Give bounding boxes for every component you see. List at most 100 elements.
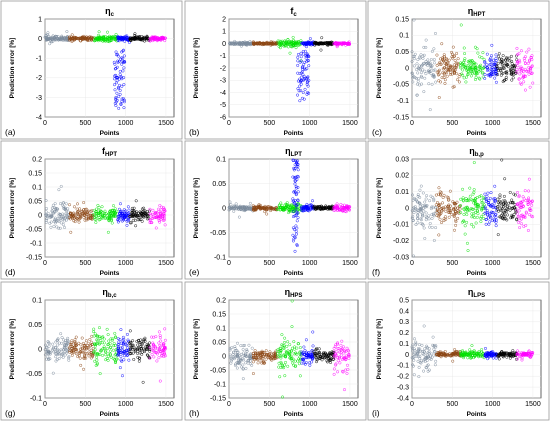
data-point [125,348,129,352]
data-point [103,209,107,213]
data-point [254,42,258,45]
data-point [237,42,241,46]
data-point [466,209,470,213]
data-point [59,184,63,188]
data-point [156,215,160,219]
data-point [75,36,79,40]
data-point-outlier [113,88,117,92]
data-point [434,206,438,210]
data-point [86,38,90,42]
data-point [451,68,455,72]
data-point [424,218,428,222]
data-point [416,58,420,62]
data-point [58,202,62,206]
data-point [487,199,491,203]
data-point [45,218,48,222]
data-point-outlier [300,71,304,75]
data-point [488,211,492,215]
data-point [132,206,136,210]
data-point [138,218,141,222]
data-point [150,335,154,339]
data-point [314,41,318,44]
y-axis-label: Prediction error [%] [9,319,16,380]
data-point [73,347,77,351]
data-point [47,352,51,356]
data-point [418,188,422,192]
data-point [483,192,487,196]
data-point [107,36,111,40]
data-point-outlier [116,53,120,57]
data-point [482,196,485,200]
data-point [52,211,56,215]
data-point [485,63,489,67]
data-point [56,338,60,342]
data-point [442,207,445,211]
data-point [110,36,114,40]
data-point [336,341,340,345]
data-point [515,46,519,50]
data-point-outlier [115,75,119,79]
data-point-outlier [305,52,309,56]
data-point [241,367,245,371]
x-axis-label: Points [467,411,487,418]
data-point [296,43,300,47]
panel-letter: (c) [372,127,382,137]
data-point [134,35,138,39]
y-tick-label: 0.1 [399,33,409,40]
data-point [489,216,493,220]
data-point-outlier [113,67,117,71]
data-point [159,339,163,343]
data-point [53,216,57,220]
data-point [162,206,166,210]
data-point [68,203,72,207]
data-point-outlier [122,60,126,64]
data-point [231,352,235,356]
data-point [411,363,414,367]
data-point [77,220,81,224]
data-point [500,158,504,162]
data-point [263,210,267,214]
data-point [313,204,317,208]
data-point [95,207,98,211]
data-point [498,202,502,206]
data-point-outlier [293,249,297,253]
data-point [264,349,268,353]
data-point [515,70,519,74]
panel-title-subscript: b,c [108,293,117,299]
data-point [74,352,78,356]
data-point [242,351,246,355]
data-point [70,343,74,346]
data-point [284,44,288,48]
data-point [461,198,465,202]
y-tick-label: 0.05 [212,339,226,346]
data-point [446,61,450,65]
data-point [515,208,519,212]
data-point [60,336,64,340]
data-point [478,195,482,199]
data-point [473,62,477,65]
data-point [497,357,501,361]
data-point-outlier [302,97,306,101]
x-tick-label: 0 [43,120,47,127]
data-point [458,204,462,208]
panel-title-subscript: LPS [473,293,485,299]
data-point [434,344,438,348]
data-point [292,340,296,344]
data-point [496,197,500,201]
data-point [69,214,73,218]
data-point [482,66,486,70]
data-point [84,339,88,343]
data-point [67,355,71,359]
data-point [412,211,416,215]
data-point [86,210,90,214]
data-point [241,377,245,381]
data-point [421,212,424,216]
data-point-outlier [291,158,295,162]
data-point-outlier [301,91,305,95]
data-point [154,335,158,339]
data-point [293,359,297,363]
data-point-outlier [305,92,309,96]
data-point [85,218,89,222]
data-point [113,331,117,335]
data-point [483,211,487,215]
